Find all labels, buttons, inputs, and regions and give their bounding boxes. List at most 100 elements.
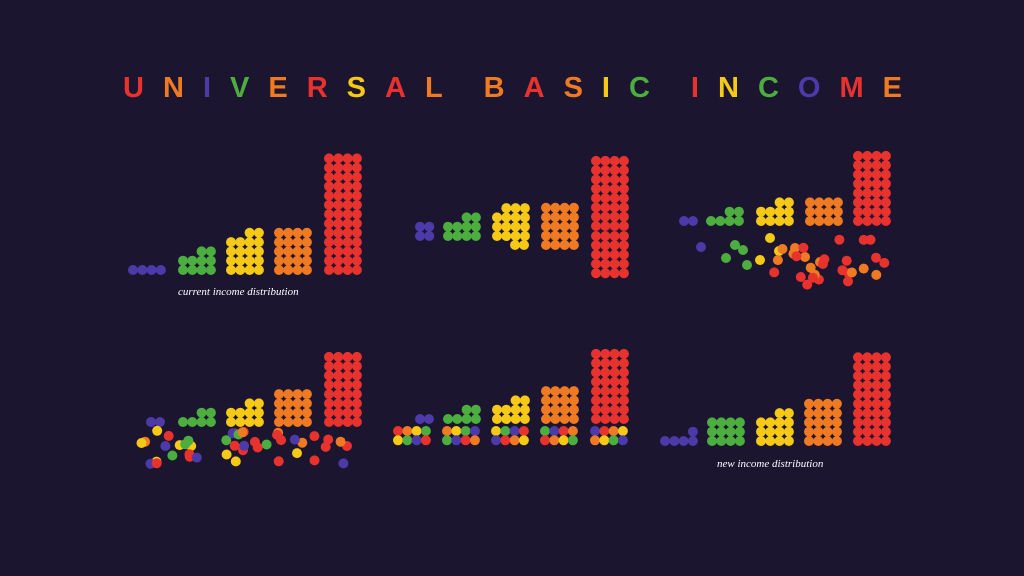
income-dot <box>301 246 312 257</box>
income-dot <box>235 407 246 418</box>
income-dot <box>541 395 551 406</box>
income-dot <box>609 404 620 415</box>
income-dot <box>301 227 312 238</box>
income-dot <box>541 202 551 213</box>
income-dot <box>568 212 579 223</box>
income-dot <box>660 436 670 446</box>
redistributed-dot <box>837 265 848 276</box>
income-dot <box>155 265 166 275</box>
redistributed-dot <box>272 429 283 440</box>
income-dot <box>618 221 629 231</box>
income-dot <box>609 268 620 279</box>
income-dot <box>324 246 334 257</box>
income-dot <box>871 160 882 171</box>
redistributed-dot <box>411 435 422 446</box>
income-dot <box>871 361 882 372</box>
income-dot <box>715 216 726 226</box>
income-dot <box>301 407 312 418</box>
redistributed-dot <box>608 426 619 436</box>
income-dot <box>501 404 512 415</box>
income-dot <box>519 221 530 232</box>
redistributed-dot <box>309 455 320 466</box>
income-dot <box>253 227 264 238</box>
redistributed-dot <box>151 458 162 469</box>
title-letter: S <box>563 72 602 104</box>
income-dot <box>804 398 814 409</box>
income-dot <box>618 376 629 387</box>
income-dot <box>235 417 246 427</box>
redistributed-dot <box>617 426 628 436</box>
income-dot <box>609 348 620 359</box>
income-dot <box>600 193 611 204</box>
income-dot <box>351 370 362 381</box>
income-dot <box>283 246 294 257</box>
income-dot <box>196 246 207 257</box>
income-dot <box>707 426 717 437</box>
income-dot <box>618 268 629 279</box>
income-dot <box>591 414 601 424</box>
income-dot <box>853 216 863 226</box>
income-dot <box>510 395 521 406</box>
redistributed-dot <box>871 269 882 280</box>
income-dot <box>324 172 334 182</box>
income-dot <box>492 404 502 415</box>
redistributed-dot <box>451 435 462 446</box>
income-dot <box>707 436 717 446</box>
income-dot <box>853 398 863 409</box>
income-dot <box>862 408 873 419</box>
income-dot <box>756 436 766 446</box>
income-dot <box>235 237 246 248</box>
redistributed-dot <box>191 452 202 463</box>
income-dot <box>804 426 814 437</box>
income-dot <box>609 395 620 406</box>
income-dot <box>862 160 873 171</box>
income-dot <box>880 169 891 180</box>
income-dot <box>351 153 362 164</box>
income-dot <box>783 436 794 446</box>
redistributed-dot <box>500 426 511 436</box>
income-dot <box>541 414 551 424</box>
redistributed-dot <box>460 426 471 436</box>
income-dot <box>774 426 785 437</box>
income-dot <box>822 436 833 446</box>
income-dot <box>591 193 601 204</box>
income-dot <box>853 178 863 189</box>
income-dot <box>600 404 611 415</box>
income-dot <box>324 190 334 201</box>
redistributed-dot <box>442 435 452 446</box>
income-dot <box>765 206 776 217</box>
income-dot <box>568 240 579 250</box>
income-dot <box>253 265 264 275</box>
redistributed-dot <box>323 434 334 445</box>
income-dot <box>591 367 601 378</box>
income-dot <box>415 231 425 241</box>
income-dot <box>519 414 530 424</box>
page-title: UNIVERSAL BASIC INCOME <box>10 72 1024 105</box>
income-dot <box>559 240 570 250</box>
income-dot <box>187 265 198 275</box>
redistributed-dot <box>402 426 413 436</box>
redistributed-dot <box>393 426 403 436</box>
income-dot <box>774 436 785 446</box>
redistributed-dot <box>163 430 174 441</box>
income-dot <box>324 237 334 248</box>
redistributed-dot <box>261 439 272 450</box>
redistributed-dot <box>221 449 232 460</box>
income-dot <box>880 197 891 208</box>
income-dot <box>541 404 551 415</box>
income-dot <box>618 395 629 406</box>
income-dot <box>324 370 334 381</box>
income-dot <box>783 408 794 419</box>
redistributed-dot <box>420 426 431 436</box>
income-dot <box>871 216 882 226</box>
income-dot <box>853 389 863 400</box>
income-dot <box>804 436 814 446</box>
income-dot <box>492 231 502 241</box>
income-dot <box>618 231 629 241</box>
income-dot <box>871 389 882 400</box>
income-dot <box>196 407 207 418</box>
income-dot <box>618 174 629 185</box>
income-dot <box>880 352 891 363</box>
income-dot <box>333 190 344 201</box>
income-dot <box>880 216 891 226</box>
